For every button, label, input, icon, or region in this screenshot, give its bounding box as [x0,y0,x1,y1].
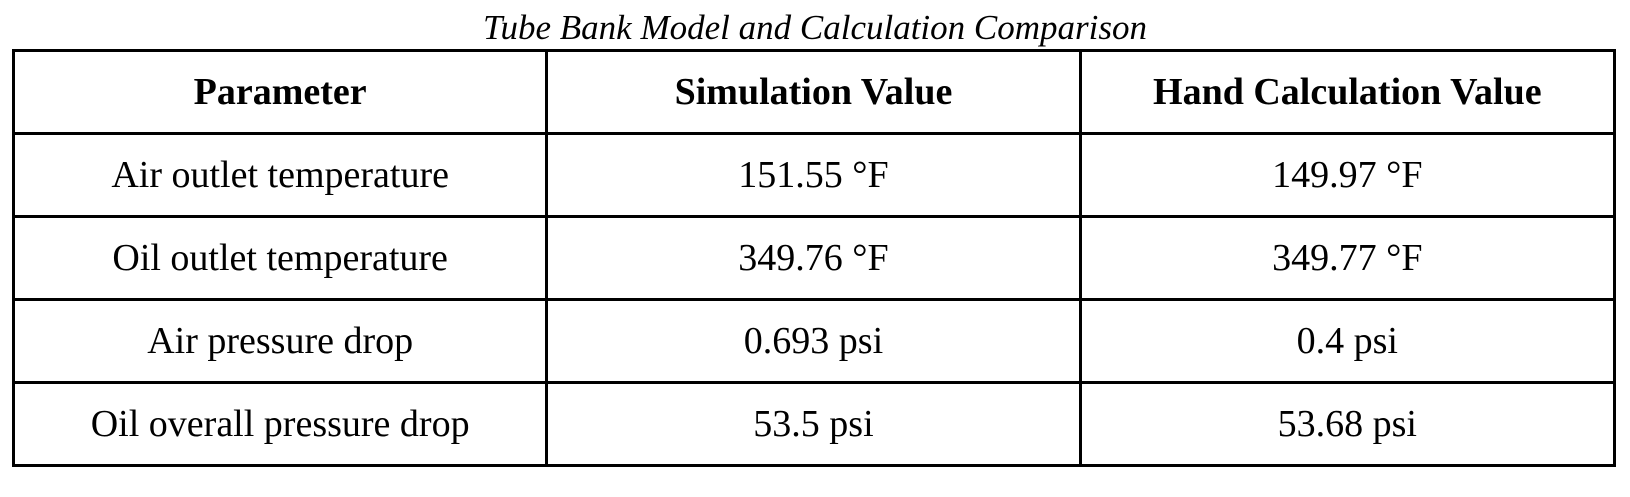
parameter-cell: Oil outlet temperature [11,215,549,301]
table-row: Oil outlet temperature 349.76 °F 349.77 … [11,215,1617,301]
table-caption: Tube Bank Model and Calculation Comparis… [482,8,1147,47]
hand-calculation-value-cell: 349.77 °F [1078,215,1617,301]
parameter-cell: Air pressure drop [11,298,549,384]
table-row: Air outlet temperature 151.55 °F 149.97 … [11,132,1617,218]
hand-calculation-value-cell: 53.68 psi [1078,381,1617,467]
comparison-table: Parameter Simulation Value Hand Calculat… [11,49,1617,467]
simulation-value-cell: 53.5 psi [545,381,1082,467]
simulation-value-cell: 151.55 °F [545,132,1082,218]
hand-calculation-value-cell: 0.4 psi [1078,298,1617,384]
parameter-cell: Oil overall pressure drop [11,381,549,467]
header-row: Parameter Simulation Value Hand Calculat… [11,49,1617,135]
column-header-parameter: Parameter [11,49,549,135]
parameter-cell: Air outlet temperature [11,132,549,218]
simulation-value-cell: 0.693 psi [545,298,1082,384]
column-header-simulation-value: Simulation Value [545,49,1082,135]
table-row: Oil overall pressure drop 53.5 psi 53.68… [11,381,1617,467]
column-header-hand-calculation-value: Hand Calculation Value [1078,49,1617,135]
table-row: Air pressure drop 0.693 psi 0.4 psi [11,298,1617,384]
hand-calculation-value-cell: 149.97 °F [1078,132,1617,218]
simulation-value-cell: 349.76 °F [545,215,1082,301]
